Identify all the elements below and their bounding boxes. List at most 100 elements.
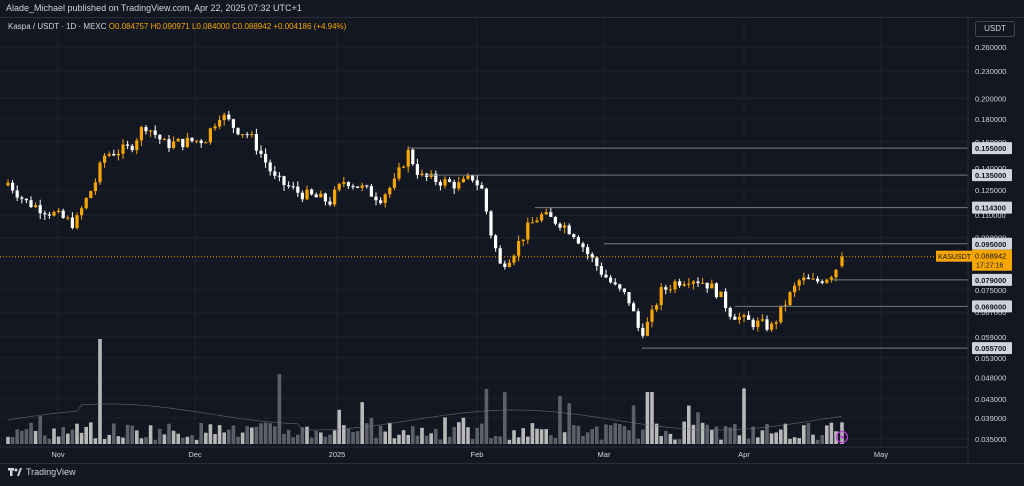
candle-body — [840, 256, 844, 267]
volume-bar — [208, 424, 213, 444]
volume-bar — [461, 417, 466, 444]
volume-bar — [323, 436, 328, 444]
candle-body — [379, 200, 383, 204]
level-label: 0.069000 — [975, 302, 1006, 311]
candle-body — [213, 126, 217, 129]
candle-body — [512, 255, 516, 263]
y-tick-label: 0.125000 — [975, 186, 1006, 195]
candle-body — [783, 305, 787, 307]
volume-bar — [194, 439, 199, 444]
candle-body — [632, 303, 636, 312]
volume-bar — [116, 436, 121, 444]
volume-bar — [181, 437, 185, 444]
candle-body — [728, 307, 732, 317]
volume-bar — [687, 405, 691, 444]
candle-body — [333, 189, 337, 205]
candle-body — [356, 186, 360, 188]
volume-bar — [719, 439, 723, 444]
candle-body — [268, 162, 272, 172]
volume-bar — [700, 422, 705, 444]
volume-bar — [714, 426, 719, 444]
candle-body — [586, 247, 590, 255]
candle-body — [346, 182, 350, 187]
candle-body — [176, 138, 180, 142]
x-tick-label: Dec — [188, 450, 202, 459]
volume-bar — [52, 428, 56, 444]
volume-bar — [549, 435, 553, 444]
volume-bar — [659, 436, 663, 444]
candle-body — [139, 127, 143, 141]
volume-bar — [190, 435, 194, 444]
volume-bar — [783, 423, 788, 444]
candle-body — [397, 167, 401, 179]
tradingview-brand[interactable]: TradingView — [8, 467, 76, 477]
volume-bar — [535, 428, 539, 444]
volume-bar — [392, 438, 397, 444]
volume-bar — [33, 430, 38, 444]
lightning-icon-bolt — [840, 433, 845, 442]
volume-bar — [89, 422, 93, 444]
candle-body — [305, 189, 309, 200]
candle-body — [24, 198, 28, 201]
candle-body — [231, 119, 235, 128]
candle-body — [691, 281, 695, 284]
candle-body — [687, 283, 691, 285]
candle-body — [75, 215, 79, 228]
volume-bar — [125, 424, 130, 444]
lightning-icon[interactable] — [835, 430, 849, 444]
volume-bar — [746, 438, 751, 444]
volume-bar — [765, 423, 769, 444]
candle-body — [98, 162, 102, 183]
candle-body — [43, 213, 47, 215]
candle-body — [448, 179, 452, 182]
candle-body — [806, 277, 810, 280]
volume-bar — [259, 423, 263, 444]
candle-body — [484, 188, 488, 212]
candle-body — [208, 128, 212, 143]
volume-bar — [829, 422, 834, 444]
candle-body — [733, 316, 737, 320]
volume-bar — [38, 416, 42, 444]
candle-body — [443, 179, 447, 186]
volume-bar — [815, 439, 820, 444]
volume-bar — [840, 422, 844, 444]
volume-bar — [636, 438, 640, 444]
volume-bar — [599, 439, 604, 444]
volume-bar — [512, 430, 516, 444]
currency-button[interactable]: USDT — [975, 21, 1015, 37]
volume-bar — [61, 427, 65, 444]
candle-body — [80, 208, 84, 216]
candle-body — [540, 214, 544, 221]
volume-bar — [710, 429, 714, 444]
legend-symbol: Kaspa / USDT · 1D · MEXC — [8, 22, 107, 31]
y-tick-label: 0.140000 — [975, 164, 1006, 173]
volume-bar — [360, 402, 364, 444]
volume-bar — [130, 425, 134, 444]
y-tick-label: 0.039000 — [975, 414, 1006, 423]
candle-body — [167, 139, 171, 148]
volume-bar — [231, 425, 236, 444]
y-tick-label: 0.110000 — [975, 211, 1006, 220]
y-tick-label: 0.180000 — [975, 115, 1006, 124]
candle-body — [558, 223, 562, 228]
volume-bar — [585, 432, 590, 444]
volume-bar — [470, 438, 475, 444]
volume-bars — [6, 339, 844, 444]
candle-body — [369, 186, 373, 197]
volume-bar — [802, 425, 806, 444]
symbol-badge-label: KASUSDT — [938, 254, 972, 261]
candle-body — [277, 175, 281, 177]
candle-body — [705, 282, 709, 289]
candle-body — [664, 287, 668, 290]
volume-bar — [378, 425, 383, 444]
candle-body — [38, 205, 42, 214]
volume-bar — [328, 434, 332, 444]
symbol-badge — [936, 250, 972, 262]
candle-body — [825, 279, 829, 283]
candle-body — [747, 315, 751, 320]
volume-bar — [300, 427, 305, 444]
volume-bar — [705, 424, 709, 444]
chart-legend: Kaspa / USDT · 1D · MEXC O0.084757 H0.09… — [8, 22, 346, 31]
candle-body — [820, 281, 824, 283]
